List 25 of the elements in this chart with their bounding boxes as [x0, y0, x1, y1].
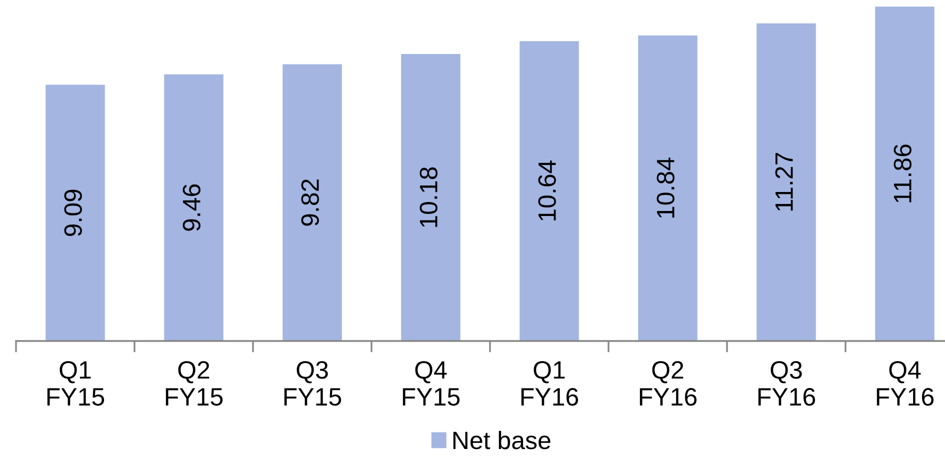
- data-label: 10.18: [420, 167, 438, 227]
- x-tick-label: Q1 FY16: [521, 361, 578, 406]
- x-tick-label: Q3 FY15: [284, 361, 342, 406]
- bar: [401, 54, 460, 341]
- x-tick-label: Q1 FY15: [47, 361, 104, 406]
- data-label: 11.86: [894, 144, 912, 202]
- legend-label: Net base: [453, 430, 550, 450]
- bar: [282, 64, 342, 341]
- data-label: 9.46: [182, 184, 200, 231]
- bar: [46, 84, 105, 341]
- bar: [520, 41, 579, 341]
- data-label: 11.27: [775, 153, 793, 211]
- bar: [756, 23, 816, 341]
- x-tick-label: Q2 FY16: [640, 361, 697, 406]
- bar: [164, 74, 224, 341]
- bar: [875, 6, 934, 341]
- x-tick-label: Q4 FY16: [876, 361, 934, 406]
- data-label: 9.82: [301, 180, 319, 226]
- data-label: 9.09: [64, 190, 82, 236]
- data-label: 10.84: [656, 158, 674, 218]
- x-tick-label: Q3 FY16: [758, 361, 816, 406]
- bar: [638, 35, 698, 341]
- x-tick-label: Q2 FY15: [166, 361, 223, 406]
- x-tick-label: Q4 FY15: [402, 361, 460, 406]
- data-label: 10.64: [538, 160, 556, 220]
